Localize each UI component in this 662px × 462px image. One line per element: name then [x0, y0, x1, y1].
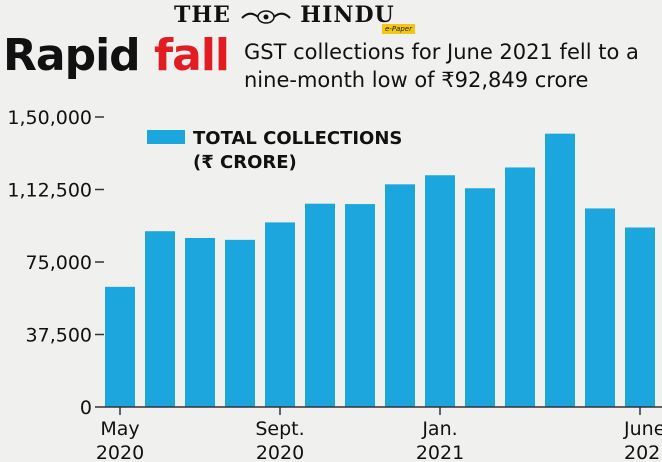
masthead-the: THE: [174, 2, 231, 28]
masthead-hindu: HINDU: [300, 2, 395, 28]
bar: [625, 227, 655, 407]
x-tick-label: 2021: [416, 442, 464, 462]
bar: [425, 175, 455, 407]
subtitle-line-2: nine-month low of ₹92,849 crore: [244, 68, 589, 92]
bar: [345, 204, 375, 407]
headline-word-fall: fall: [153, 30, 230, 81]
legend: TOTAL COLLECTIONS (₹ CRORE): [147, 128, 402, 173]
bar: [465, 188, 495, 407]
subtitle-line-1: GST collections for June 2021 fell to a: [244, 40, 639, 64]
y-tick-label: 1,12,500: [7, 180, 92, 202]
emblem-icon: [240, 10, 291, 24]
y-tick-label: 75,000: [26, 252, 92, 274]
bar: [545, 133, 575, 407]
headline: Rapid fall: [3, 34, 230, 78]
x-tick-label: 2020: [96, 442, 144, 462]
bar: [505, 167, 535, 407]
y-tick-label: 1,50,000: [7, 107, 92, 129]
x-tick-label: Sept.: [255, 418, 304, 440]
x-tick-label: June: [623, 418, 662, 440]
bars: [105, 133, 655, 407]
y-axis: 0 37,500 75,000 1,12,500 1,50,000: [7, 107, 104, 419]
bar: [145, 231, 175, 407]
legend-label-line-1: TOTAL COLLECTIONS: [193, 128, 402, 149]
x-tick-label: 2021: [624, 442, 662, 462]
bar: [305, 203, 335, 407]
x-tick-label: Jan.: [421, 418, 457, 440]
epaper-tag: e-Paper: [382, 24, 415, 34]
bar: [585, 208, 615, 407]
x-tick-label: 2020: [256, 442, 304, 462]
bar: [105, 286, 135, 407]
headline-word-rapid: Rapid: [3, 30, 141, 81]
bar: [185, 237, 215, 407]
legend-label-line-2: (₹ CRORE): [193, 152, 297, 173]
bar: [225, 239, 255, 407]
subtitle: GST collections for June 2021 fell to a …: [244, 38, 662, 94]
masthead: THE HINDU: [174, 2, 395, 28]
y-tick-label: 0: [80, 397, 92, 419]
y-tick-label: 37,500: [26, 325, 92, 347]
legend-swatch: [147, 130, 185, 144]
bar: [385, 184, 415, 407]
x-tick-label: May: [100, 418, 139, 440]
bar: [265, 222, 295, 407]
